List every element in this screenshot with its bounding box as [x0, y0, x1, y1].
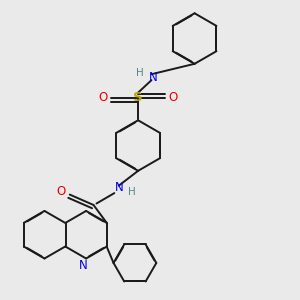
Text: O: O	[169, 92, 178, 104]
Text: N: N	[115, 181, 124, 194]
Text: N: N	[148, 71, 157, 84]
Text: S: S	[133, 92, 143, 104]
Text: H: H	[136, 68, 144, 78]
Text: O: O	[56, 185, 65, 198]
Text: H: H	[128, 187, 136, 196]
Text: O: O	[98, 92, 108, 104]
Text: N: N	[79, 259, 88, 272]
